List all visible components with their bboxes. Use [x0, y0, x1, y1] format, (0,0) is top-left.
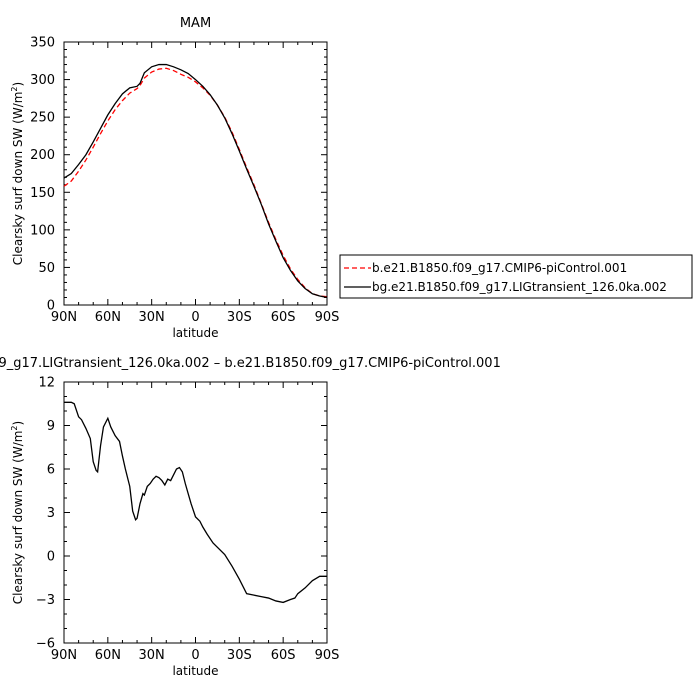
y-tick-label: −6 — [36, 637, 55, 652]
x-axis-label: latitude — [172, 326, 218, 340]
y-axis-label-superscript: 2 — [10, 425, 19, 430]
x-tick-label: 0 — [191, 310, 199, 325]
y-axis-label: Clearsky surf down SW (W/m2) — [10, 82, 25, 265]
y-tick-label: 12 — [38, 376, 55, 391]
y-axis-label-tail: ) — [11, 82, 25, 87]
x-tick-label: 0 — [191, 648, 199, 663]
series-line-2 — [63, 63, 328, 299]
x-tick-label: 30S — [227, 310, 252, 325]
y-axis-label-tail: ) — [11, 421, 25, 426]
y-tick-label: 150 — [30, 186, 55, 201]
y-axis-label-main: Clearsky surf down SW (W/m — [11, 431, 25, 605]
legend: b.e21.B1850.f09_g17.CMIP6-piControl.001b… — [339, 254, 693, 299]
y-axis-label-superscript: 2 — [10, 86, 19, 91]
y-tick-label: 100 — [30, 223, 55, 238]
y-tick-label: 50 — [38, 261, 55, 276]
chart-panel-2: 90N 60N 30N 0 30S 60S 90S −6 −3 0 3 6 9 12 bg.e21.B185… — [0, 356, 501, 678]
series-line-1 — [64, 401, 327, 604]
legend-label: bg.e21.B1850.f09_g17.LIGtransient_126.0k… — [372, 280, 667, 294]
y-tick-label: 9 — [47, 419, 55, 434]
x-tick-label: 30N — [139, 648, 165, 663]
x-tick-label: 90N — [51, 648, 77, 663]
x-tick-label: 30S — [227, 648, 252, 663]
x-tick-label: 60N — [95, 648, 121, 663]
chart-panel-1: 90N 60N 30N 0 30S 60S 90S 0 50 100 150 200 250 300 350… — [10, 16, 339, 340]
y-tick-label: 200 — [30, 148, 55, 163]
y-tick-label: 3 — [47, 506, 55, 521]
y-axis-label: Clearsky surf down SW (W/m2) — [10, 421, 25, 604]
chart-title: bg.e21.B1850.f09_g17.LIGtransient_126.0k… — [0, 356, 501, 371]
x-tick-label: 60N — [95, 310, 121, 325]
y-tick-label: 0 — [47, 299, 55, 314]
y-tick-label: 6 — [47, 463, 55, 478]
x-tick-label: 90S — [315, 648, 340, 663]
y-tick-label: 300 — [30, 73, 55, 88]
series-line-1 — [63, 67, 328, 298]
x-tick-label: 30N — [139, 310, 165, 325]
y-axis-label-main: Clearsky surf down SW (W/m — [11, 92, 25, 266]
x-tick-label: 90N — [51, 310, 77, 325]
x-tick-label: 90S — [315, 310, 340, 325]
y-tick-label: 0 — [47, 550, 55, 565]
legend-box — [339, 254, 693, 299]
legend-label: b.e21.B1850.f09_g17.CMIP6-piControl.001 — [372, 261, 627, 275]
x-axis-label: latitude — [172, 664, 218, 678]
x-tick-label: 60S — [271, 310, 296, 325]
y-tick-label: 350 — [30, 36, 55, 51]
plot-frame — [63, 381, 328, 644]
y-tick-label: 250 — [30, 111, 55, 126]
x-tick-label: 60S — [271, 648, 296, 663]
y-tick-label: −3 — [36, 593, 55, 608]
chart-title: MAM — [180, 16, 211, 31]
